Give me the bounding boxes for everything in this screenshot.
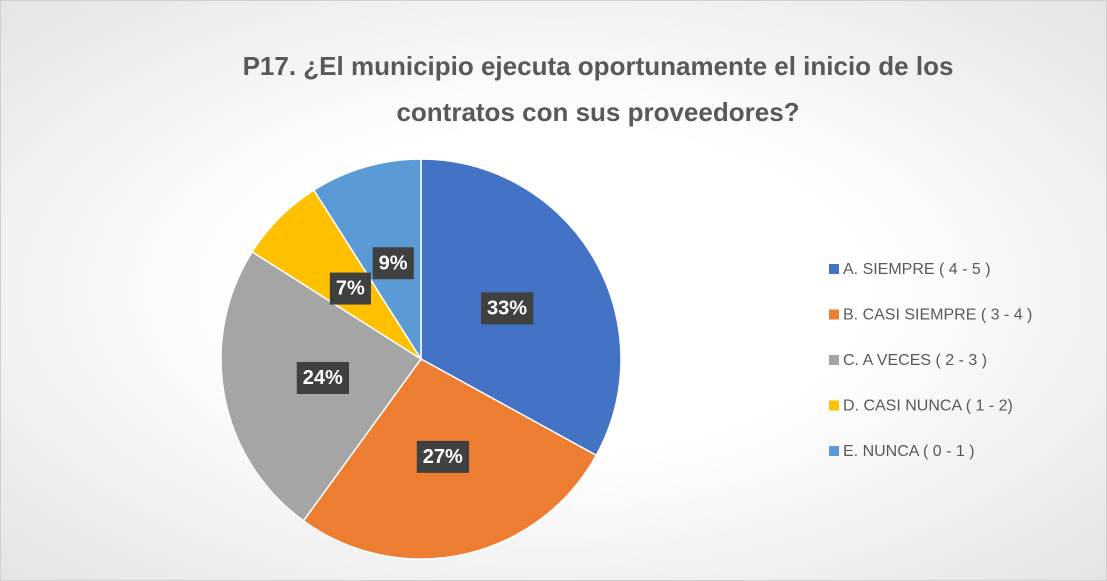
legend-label: B. CASI SIEMPRE ( 3 - 4 ) xyxy=(843,307,1032,324)
legend-swatch xyxy=(829,446,839,456)
legend-label: D. CASI NUNCA ( 1 - 2) xyxy=(843,398,1013,415)
legend-swatch xyxy=(829,264,839,274)
legend-swatch xyxy=(829,355,839,365)
data-label: 33% xyxy=(487,297,527,319)
legend-label: C. A VECES ( 2 - 3 ) xyxy=(843,352,987,369)
data-label: 7% xyxy=(336,278,365,300)
legend-label: E. NUNCA ( 0 - 1 ) xyxy=(843,443,975,460)
data-label-box xyxy=(481,292,534,325)
data-label-box xyxy=(416,440,470,473)
data-label-box xyxy=(329,272,371,305)
data-label: 27% xyxy=(423,446,463,468)
data-label: 24% xyxy=(303,367,343,389)
data-label: 9% xyxy=(379,252,408,274)
pie-slice xyxy=(312,158,422,362)
legend-label: A. SIEMPRE ( 4 - 5 ) xyxy=(843,261,991,278)
legend-swatch xyxy=(829,309,839,320)
chart-title: P17. ¿El municipio ejecuta oportunamente… xyxy=(242,51,954,127)
data-label-box xyxy=(296,362,350,395)
data-label-box xyxy=(372,247,414,280)
legend-swatch xyxy=(829,400,839,411)
